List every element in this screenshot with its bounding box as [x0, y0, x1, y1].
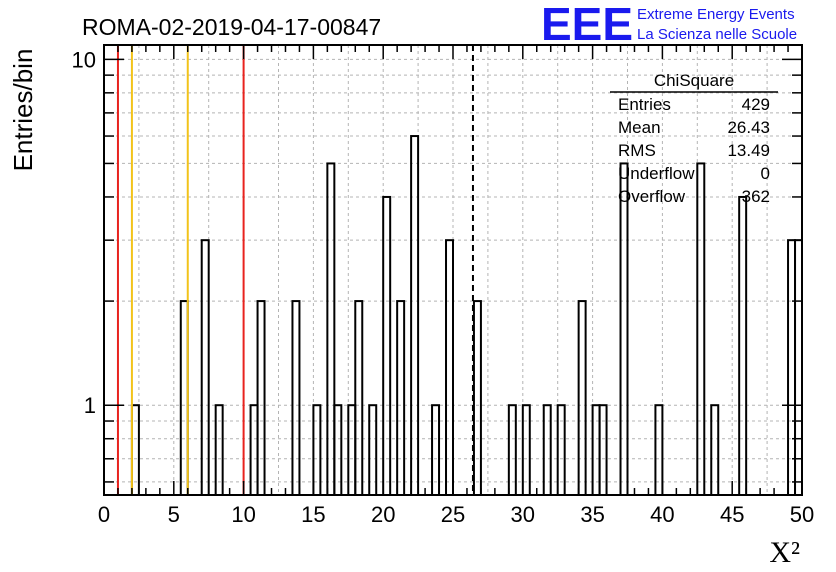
y-tick-label: 1 — [84, 393, 96, 418]
histogram-bar — [291, 300, 301, 496]
stats-value-entries: 429 — [742, 95, 770, 114]
histogram-bar — [445, 239, 454, 496]
y-ticks: 1 10 — [72, 47, 802, 483]
histogram-bar — [738, 195, 748, 496]
histogram-bar — [326, 162, 336, 496]
histogram-bar — [200, 239, 210, 496]
stats-value-mean: 26.43 — [727, 118, 770, 137]
histogram-bar — [256, 300, 266, 496]
stats-box: ChiSquare Entries 429 Mean 26.43 RMS 13.… — [610, 71, 778, 206]
histogram-bar — [354, 300, 364, 496]
histogram-bar — [787, 239, 797, 496]
x-tick-label: 10 — [231, 502, 255, 527]
histogram-bar — [577, 300, 587, 496]
stats-title: ChiSquare — [654, 71, 734, 90]
histogram-bar — [619, 162, 629, 496]
x-tick-label: 50 — [790, 502, 814, 527]
y-tick-label: 10 — [72, 47, 96, 72]
histogram-bar — [179, 300, 189, 496]
x-tick-label: 45 — [720, 502, 744, 527]
histogram-bar — [382, 195, 392, 496]
chart-title: ROMA-02-2019-04-17-00847 — [82, 14, 381, 40]
stats-value-overflow: 362 — [742, 187, 770, 206]
stats-label-mean: Mean — [618, 118, 661, 137]
histogram-bar — [396, 300, 406, 496]
x-tick-label: 15 — [301, 502, 325, 527]
stats-value-rms: 13.49 — [727, 141, 770, 160]
x-tick-label: 25 — [441, 502, 465, 527]
stats-value-underflow: 0 — [761, 164, 770, 183]
y-axis-label: Entries/bin — [8, 49, 38, 172]
x-tick-label: 0 — [98, 502, 110, 527]
histogram-bar — [696, 162, 706, 496]
cut-lines — [116, 45, 474, 495]
x-tick-label: 40 — [650, 502, 674, 527]
x-tick-label: 5 — [168, 502, 180, 527]
x-tick-label: 35 — [580, 502, 604, 527]
histogram-bar — [794, 239, 804, 496]
histogram-bar — [472, 300, 482, 496]
eee-logo-mark: EEE — [541, 0, 633, 50]
brand-line-2: La Scienza nelle Scuole — [637, 26, 797, 43]
eee-logo: EEE Extreme Energy Events La Scienza nel… — [541, 0, 797, 50]
stats-label-overflow: Overflow — [618, 187, 686, 206]
stats-label-rms: RMS — [618, 141, 656, 160]
x-axis-label: X² — [769, 536, 800, 569]
histogram-bars — [130, 135, 804, 496]
x-tick-label: 20 — [371, 502, 395, 527]
stats-label-underflow: Underflow — [618, 164, 695, 183]
x-ticks: 0 5 10 15 20 25 30 35 40 45 50 — [98, 45, 814, 527]
x-tick-label: 30 — [511, 502, 535, 527]
histogram-bar — [410, 135, 420, 496]
stats-label-entries: Entries — [618, 95, 671, 114]
brand-line-1: Extreme Energy Events — [637, 6, 795, 23]
